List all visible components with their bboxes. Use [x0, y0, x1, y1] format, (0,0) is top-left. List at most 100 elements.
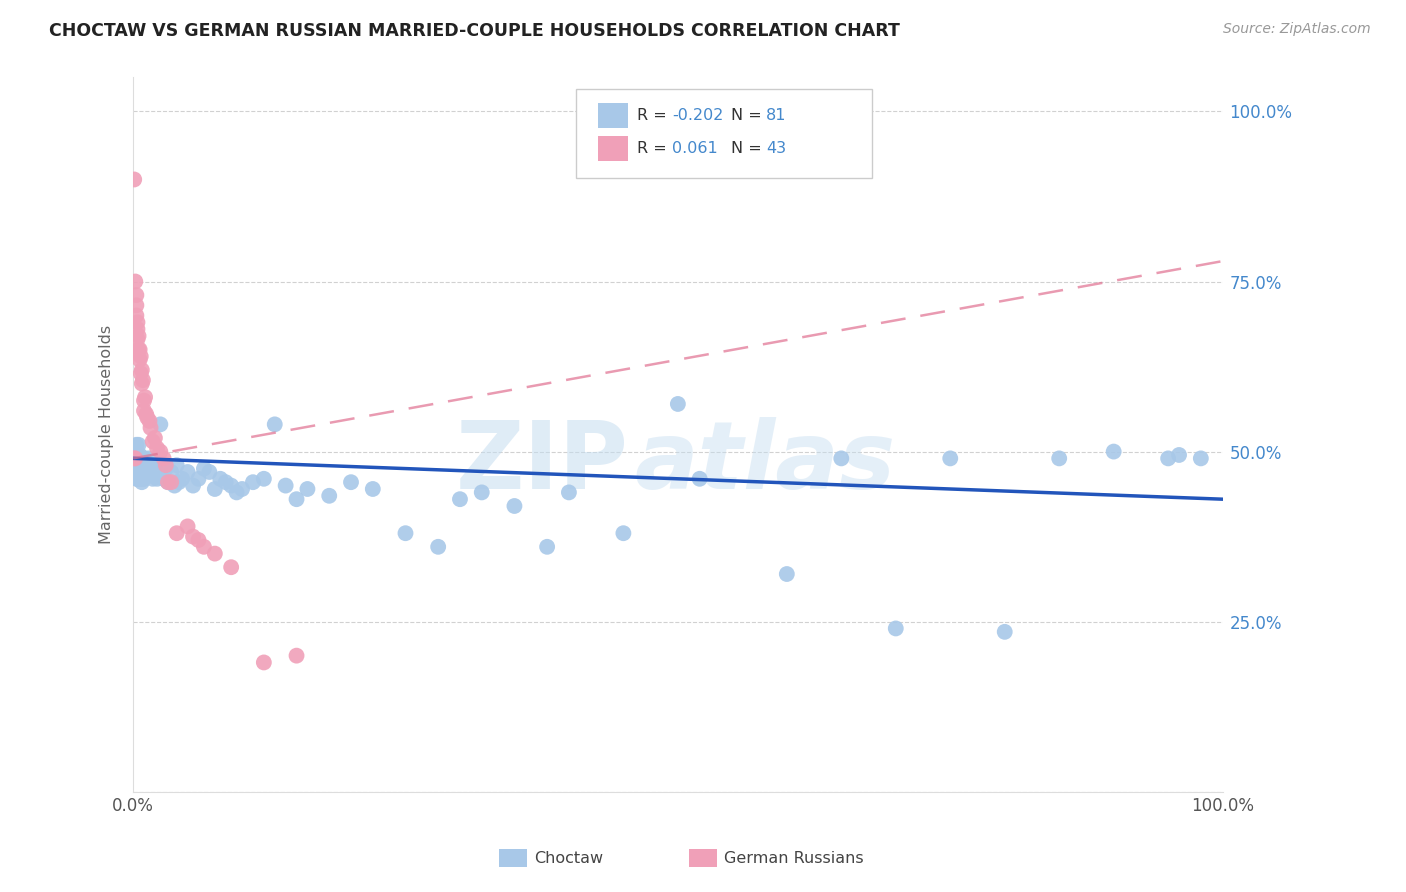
- Point: [340, 475, 363, 490]
- Point: [160, 475, 183, 490]
- Point: [166, 526, 188, 541]
- Point: [124, 461, 146, 475]
- Point: [138, 414, 160, 428]
- Point: [127, 472, 149, 486]
- Point: [1189, 451, 1212, 466]
- Point: [167, 475, 190, 490]
- Point: [132, 472, 155, 486]
- Point: [471, 485, 494, 500]
- Point: [156, 475, 179, 490]
- Point: [285, 492, 308, 507]
- Point: [132, 461, 155, 475]
- Point: [128, 352, 150, 367]
- Text: CHOCTAW VS GERMAN RUSSIAN MARRIED-COUPLE HOUSEHOLDS CORRELATION CHART: CHOCTAW VS GERMAN RUSSIAN MARRIED-COUPLE…: [49, 22, 900, 40]
- Point: [132, 373, 155, 387]
- Point: [361, 482, 384, 496]
- Point: [146, 472, 169, 486]
- Point: [125, 309, 148, 323]
- Point: [132, 393, 155, 408]
- Point: [231, 482, 253, 496]
- Point: [125, 288, 148, 302]
- Point: [994, 624, 1017, 639]
- Point: [125, 298, 148, 312]
- Point: [124, 451, 146, 466]
- Point: [138, 461, 160, 475]
- Text: Source: ZipAtlas.com: Source: ZipAtlas.com: [1223, 22, 1371, 37]
- Point: [285, 648, 308, 663]
- Point: [135, 458, 157, 473]
- Point: [536, 540, 558, 554]
- Text: R =: R =: [637, 141, 672, 155]
- Point: [689, 472, 711, 486]
- Point: [132, 472, 155, 486]
- Point: [155, 458, 177, 473]
- Point: [253, 656, 276, 670]
- Point: [128, 329, 150, 343]
- Point: [155, 461, 177, 475]
- Point: [176, 465, 198, 479]
- Point: [449, 492, 471, 507]
- Point: [122, 172, 145, 186]
- Point: [135, 407, 157, 421]
- Point: [776, 567, 799, 582]
- Text: 43: 43: [766, 141, 786, 155]
- Point: [136, 468, 159, 483]
- Point: [125, 448, 148, 462]
- Y-axis label: Married-couple Households: Married-couple Households: [100, 325, 114, 544]
- Point: [143, 461, 166, 475]
- Point: [127, 451, 149, 466]
- Point: [263, 417, 285, 432]
- Point: [131, 458, 153, 473]
- Text: -0.202: -0.202: [672, 108, 724, 122]
- Point: [1102, 444, 1125, 458]
- Point: [884, 622, 907, 636]
- Point: [132, 403, 155, 417]
- Point: [124, 275, 146, 289]
- Point: [193, 461, 215, 475]
- Point: [225, 485, 247, 500]
- Point: [198, 465, 221, 479]
- Point: [181, 478, 204, 492]
- Point: [128, 458, 150, 473]
- Point: [127, 461, 149, 475]
- Point: [131, 363, 153, 377]
- Text: German Russians: German Russians: [724, 851, 863, 865]
- Point: [187, 472, 209, 486]
- Point: [128, 472, 150, 486]
- Point: [125, 438, 148, 452]
- Text: N =: N =: [731, 141, 768, 155]
- Point: [141, 458, 163, 473]
- Point: [128, 472, 150, 486]
- Point: [127, 322, 149, 336]
- Point: [128, 343, 150, 357]
- Point: [297, 482, 319, 496]
- Point: [125, 472, 148, 486]
- Point: [122, 451, 145, 466]
- Text: Choctaw: Choctaw: [534, 851, 603, 865]
- Point: [129, 468, 152, 483]
- Point: [172, 472, 194, 486]
- Point: [139, 468, 162, 483]
- Point: [219, 560, 242, 574]
- Point: [149, 444, 172, 458]
- Point: [318, 489, 340, 503]
- Point: [127, 315, 149, 329]
- Text: atlas: atlas: [634, 417, 896, 509]
- Point: [129, 367, 152, 381]
- Point: [215, 475, 238, 490]
- Point: [134, 461, 156, 475]
- Point: [394, 526, 416, 541]
- Point: [503, 499, 526, 513]
- Point: [166, 458, 188, 473]
- Point: [176, 519, 198, 533]
- Point: [666, 397, 689, 411]
- Point: [163, 478, 186, 492]
- Point: [132, 451, 155, 466]
- Point: [136, 410, 159, 425]
- Point: [129, 349, 152, 363]
- Text: R =: R =: [637, 108, 672, 122]
- Point: [152, 451, 174, 466]
- Point: [124, 458, 146, 473]
- Point: [127, 332, 149, 346]
- Point: [143, 431, 166, 445]
